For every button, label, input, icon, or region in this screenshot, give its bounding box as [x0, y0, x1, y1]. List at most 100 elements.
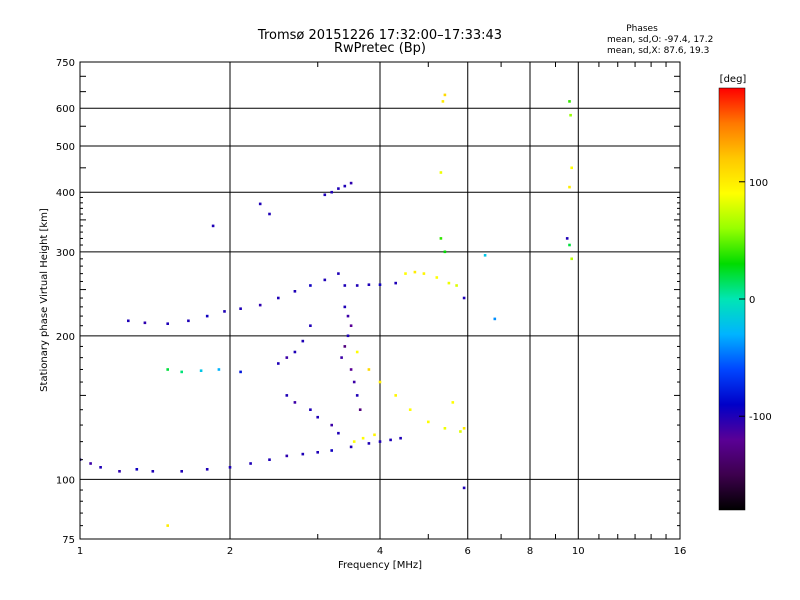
data-point: [404, 272, 407, 275]
data-point: [217, 368, 221, 371]
data-point: [205, 314, 209, 318]
data-point: [569, 113, 572, 117]
data-point: [367, 442, 371, 445]
colorbar-ticks: -100 0 100: [739, 178, 772, 423]
y-tick-label: 100: [56, 475, 75, 486]
y-axis-label: Stationary phase Virtual Height [km]: [39, 208, 50, 392]
data-point: [441, 100, 445, 103]
data-point: [239, 307, 242, 310]
data-point: [205, 468, 209, 471]
x-axis-label: Frequency [MHz]: [338, 560, 422, 571]
data-point: [343, 305, 347, 309]
data-point: [451, 401, 455, 404]
chart-subtitle: RwPretec (Bp): [334, 41, 426, 56]
data-point: [462, 486, 466, 490]
x-tick-label: 16: [674, 546, 687, 557]
data-point: [151, 470, 155, 473]
data-point: [211, 224, 215, 228]
data-point: [340, 356, 343, 359]
data-point: [568, 100, 571, 103]
data-point: [443, 250, 447, 254]
data-point: [568, 185, 571, 189]
data-point: [462, 427, 466, 430]
data-point: [135, 468, 139, 471]
data-point: [309, 408, 312, 411]
phases-heading: Phases: [626, 24, 658, 34]
data-point: [277, 296, 280, 300]
data-point: [337, 272, 340, 275]
data-point: [447, 281, 451, 285]
data-point: [316, 451, 319, 454]
data-point: [309, 284, 312, 287]
data-point: [378, 440, 382, 443]
data-point: [394, 394, 397, 397]
data-point: [343, 345, 347, 348]
data-point: [268, 458, 271, 461]
data-point: [358, 408, 362, 411]
data-point: [330, 190, 333, 194]
data-point: [413, 270, 417, 274]
data-point: [443, 427, 447, 430]
data-points: [80, 93, 573, 527]
data-point: [127, 319, 130, 323]
data-point: [355, 284, 359, 287]
data-point: [443, 93, 447, 97]
data-point: [565, 237, 569, 240]
data-point: [143, 321, 147, 325]
data-point: [349, 445, 353, 449]
data-point: [343, 184, 347, 188]
data-point: [293, 401, 297, 404]
x-tick-label: 8: [527, 546, 533, 557]
data-point: [422, 272, 426, 275]
chart-title: Tromsø 20151226 17:32:00–17:33:43: [257, 28, 502, 43]
data-point: [239, 370, 242, 374]
y-tick-label: 300: [56, 248, 75, 259]
data-point: [258, 202, 262, 206]
data-point: [349, 368, 353, 371]
y-tick-label: 500: [56, 142, 75, 153]
data-point: [337, 187, 340, 190]
data-point: [268, 212, 271, 216]
data-point: [285, 394, 289, 397]
data-point: [301, 339, 305, 343]
data-point: [330, 449, 333, 452]
data-point: [455, 284, 458, 287]
data-point: [427, 420, 430, 424]
data-point: [349, 181, 353, 185]
data-point: [355, 350, 359, 354]
x-axis-ticks: 1 2 4 6 8 10 16: [77, 62, 687, 557]
data-point: [367, 283, 371, 286]
data-point: [293, 290, 297, 293]
data-point: [99, 466, 102, 469]
x-tick-label: 2: [227, 546, 233, 557]
data-point: [180, 470, 183, 473]
data-point: [89, 462, 92, 465]
data-point: [349, 324, 353, 327]
data-point: [316, 415, 319, 419]
y-tick-label: 600: [56, 104, 75, 115]
data-point: [249, 462, 252, 465]
data-point: [378, 283, 382, 286]
data-point: [277, 362, 280, 365]
data-point: [439, 237, 443, 240]
data-point: [355, 394, 359, 397]
data-point: [293, 350, 297, 354]
data-point: [352, 440, 356, 443]
data-point: [301, 452, 305, 456]
data-point: [323, 278, 327, 282]
data-point: [493, 317, 497, 321]
plot-frame: [79, 61, 681, 540]
data-point: [408, 408, 412, 411]
x-tick-label: 4: [377, 546, 383, 557]
data-point: [343, 284, 347, 287]
y-axis-ticks: 75 100 200 300 400 500 600 750: [56, 58, 680, 546]
data-point: [285, 454, 289, 458]
x-tick-label: 1: [77, 546, 83, 557]
data-point: [352, 380, 356, 384]
data-point: [483, 254, 487, 257]
data-point: [166, 322, 169, 325]
data-point: [285, 356, 289, 359]
data-point: [459, 430, 462, 433]
data-point: [361, 436, 365, 440]
